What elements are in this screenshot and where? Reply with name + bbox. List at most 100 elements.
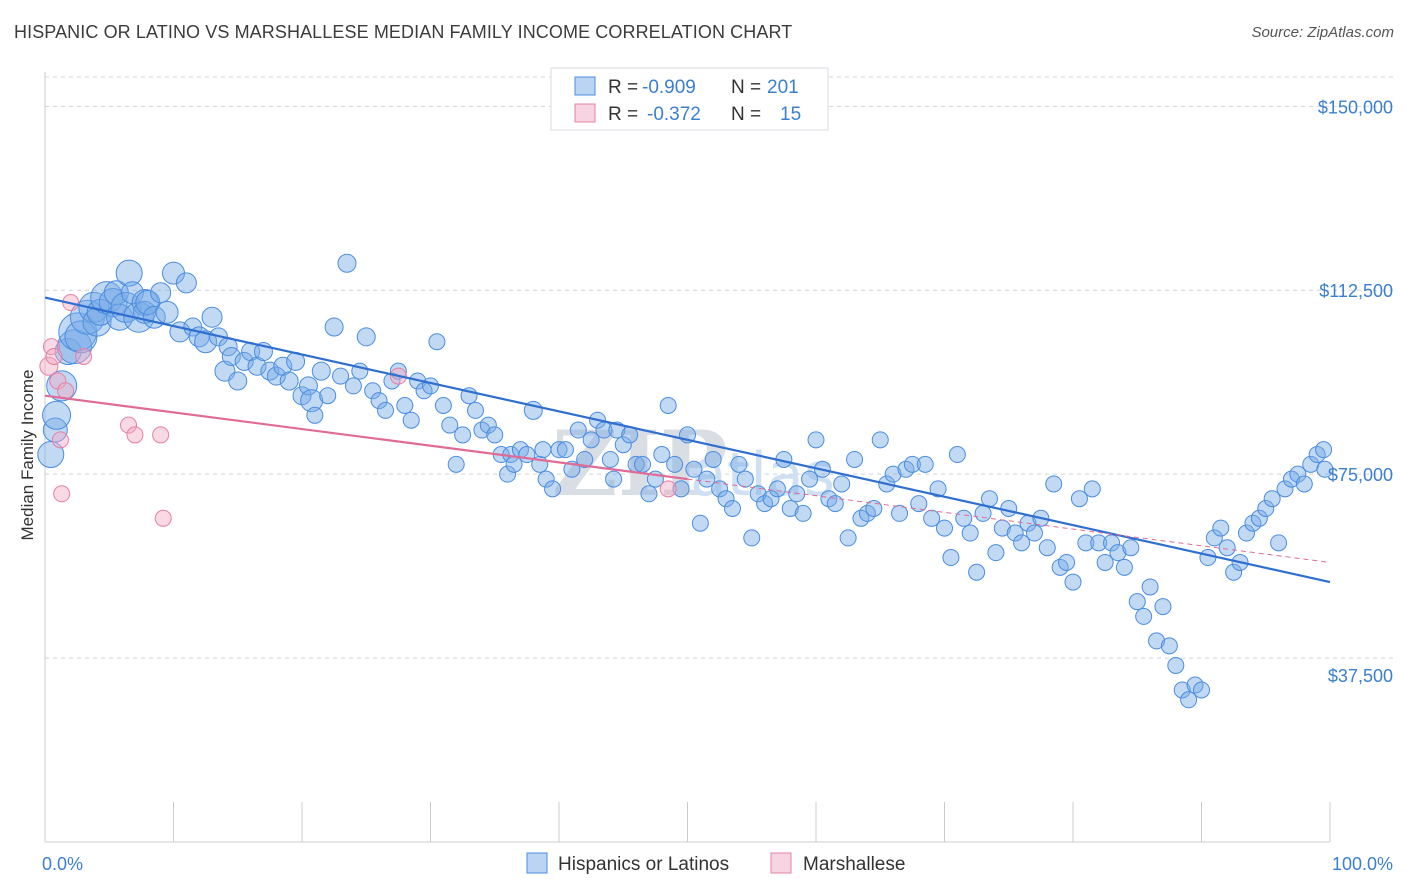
series-hispanics-points: [37, 253, 1334, 709]
hispanic-point-124: [762, 490, 780, 508]
hispanic-point-192: [1199, 549, 1217, 567]
hispanic-point-171: [1064, 573, 1082, 591]
marshallese-point-5: [53, 485, 71, 503]
hispanic-point-167: [1038, 539, 1056, 557]
legend-bottom-swatch-blue: [526, 852, 548, 874]
hispanic-point-2: [42, 400, 72, 430]
hispanic-point-104: [634, 455, 652, 473]
hispanic-point-185: [1154, 598, 1172, 616]
hispanic-point-168: [1045, 475, 1063, 493]
hispanic-point-95: [582, 431, 600, 449]
legend-bottom: Hispanics or Latinos Marshallese: [526, 852, 905, 875]
hispanic-point-183: [1141, 578, 1159, 596]
hispanic-point-101: [614, 436, 632, 454]
hispanic-point-3: [46, 370, 78, 402]
legend-top: R = -0.909 N = 201 R = -0.372 N = 15: [550, 67, 829, 131]
hispanic-point-75: [466, 401, 484, 419]
hispanic-point-58: [356, 327, 376, 347]
hispanic-point-38: [234, 351, 254, 371]
hispanic-point-59: [364, 382, 382, 400]
hispanic-point-155: [961, 524, 979, 542]
hispanic-point-202: [1263, 490, 1281, 508]
hispanic-point-54: [332, 367, 350, 385]
hispanic-point-31: [194, 330, 218, 354]
x-tick-label-1: 100.0%: [1332, 854, 1393, 874]
hispanic-point-130: [801, 470, 819, 488]
hispanic-point-49: [300, 389, 324, 413]
x-tick-label-0: 0.0%: [42, 854, 83, 874]
hispanic-point-154: [955, 509, 973, 527]
hispanic-point-99: [605, 470, 623, 488]
hispanic-point-181: [1128, 593, 1146, 611]
hispanic-point-70: [434, 397, 452, 415]
hispanic-point-162: [1006, 524, 1024, 542]
hispanic-point-151: [936, 519, 953, 537]
hispanic-point-163: [1013, 534, 1031, 552]
hispanic-point-68: [422, 377, 439, 395]
hispanic-point-161: [1000, 499, 1018, 517]
hispanic-point-36: [221, 346, 241, 366]
hispanic-point-109: [666, 455, 684, 473]
hispanic-point-210: [1315, 441, 1333, 459]
legend-r-value-1: -0.909: [642, 77, 696, 98]
hispanic-point-201: [1257, 499, 1275, 517]
hispanic-point-88: [537, 470, 555, 488]
hispanic-point-42: [260, 361, 280, 381]
hispanic-point-207: [1295, 475, 1313, 493]
hispanic-point-165: [1025, 524, 1043, 542]
hispanic-point-61: [377, 401, 395, 419]
hispanic-point-203: [1270, 534, 1288, 552]
hispanic-point-178: [1109, 544, 1127, 562]
hispanic-point-113: [691, 514, 709, 532]
marshallese-point-1: [42, 338, 60, 356]
hispanic-point-173: [1077, 534, 1095, 552]
hispanic-point-146: [903, 455, 921, 473]
hispanic-point-98: [601, 450, 619, 468]
marshallese-point-9: [120, 416, 138, 434]
hispanic-point-121: [743, 529, 761, 547]
hispanic-point-69: [428, 333, 446, 351]
hispanic-point-191: [1193, 681, 1210, 699]
hispanic-point-156: [968, 563, 986, 581]
hispanic-point-71: [441, 416, 459, 434]
hispanic-point-204: [1276, 480, 1294, 498]
hispanic-point-64: [396, 397, 414, 415]
hispanic-point-118: [723, 499, 741, 517]
hispanic-point-206: [1289, 465, 1307, 483]
hispanic-point-52: [319, 387, 337, 405]
chart-title: HISPANIC OR LATINO VS MARSHALLESE MEDIAN…: [14, 22, 793, 42]
hispanic-point-159: [987, 544, 1005, 562]
hispanic-point-43: [266, 366, 286, 386]
hispanic-point-195: [1218, 539, 1236, 557]
hispanic-point-25: [155, 300, 179, 324]
y-tick-label-3: $150,000: [1318, 97, 1393, 117]
hispanic-point-114: [698, 470, 716, 488]
hispanic-point-89: [544, 480, 562, 498]
marshallese-point-6: [57, 382, 75, 400]
marshallese-point-12: [154, 509, 172, 527]
hispanic-point-194: [1212, 519, 1230, 537]
y-axis-label: Median Family Income: [18, 369, 37, 540]
hispanic-point-186: [1160, 637, 1178, 655]
hispanic-point-93: [569, 421, 587, 439]
legend-swatch-blue: [574, 76, 596, 96]
hispanic-point-158: [980, 490, 998, 508]
legend-bottom-swatch-pink: [770, 852, 792, 874]
legend-r-value-2: -0.372: [647, 104, 701, 125]
legend-r-label-1: R =: [608, 77, 638, 98]
hispanic-point-144: [891, 504, 909, 522]
y-tick-label-0: $37,500: [1328, 666, 1393, 686]
hispanic-point-17: [115, 259, 143, 287]
hispanic-point-129: [794, 504, 812, 522]
legend-swatch-pink: [574, 103, 596, 123]
hispanic-point-50: [306, 406, 324, 424]
hispanic-point-200: [1250, 509, 1268, 527]
hispanic-point-107: [653, 446, 671, 464]
hispanic-point-60: [370, 392, 388, 410]
hispanic-point-108: [659, 397, 677, 415]
hispanic-point-73: [454, 426, 472, 444]
hispanic-point-55: [337, 253, 357, 273]
hispanic-point-48: [298, 376, 318, 396]
hispanic-point-90: [550, 441, 568, 459]
